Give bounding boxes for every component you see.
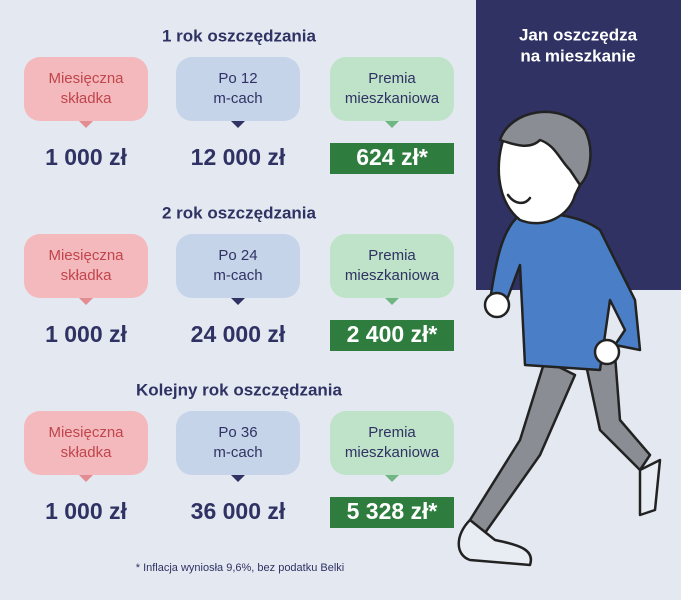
- box-label: m-cach: [213, 90, 262, 107]
- title-line: na mieszkanie: [520, 46, 635, 65]
- label-box: [176, 234, 300, 298]
- box-pointer: [385, 475, 399, 482]
- box-label: Po 12: [218, 70, 257, 87]
- box-label: Po 24: [218, 247, 257, 264]
- label-box: [176, 57, 300, 121]
- box-value: 36 000 zł: [191, 498, 286, 524]
- box-label: Miesięczna: [48, 247, 124, 264]
- value-highlight: [330, 497, 454, 528]
- runner: [457, 110, 662, 567]
- box-label: Po 36: [218, 424, 257, 441]
- box-pointer: [79, 298, 93, 305]
- box-label: składka: [61, 267, 113, 284]
- box-value: 1 000 zł: [45, 144, 127, 170]
- label-box: [24, 234, 148, 298]
- label-box: [330, 234, 454, 298]
- box-pointer: [231, 121, 245, 128]
- box-label: Premia: [368, 247, 416, 264]
- box-label: składka: [61, 90, 113, 107]
- box-label: m-cach: [213, 267, 262, 284]
- box-pointer: [231, 298, 245, 305]
- box-label: Premia: [368, 70, 416, 87]
- box-label: mieszkaniowa: [345, 267, 440, 284]
- box-pointer: [385, 121, 399, 128]
- box-value: 24 000 zł: [191, 321, 286, 347]
- value-highlight: [330, 143, 454, 174]
- box-value: 12 000 zł: [191, 144, 286, 170]
- box-value: 5 328 zł*: [347, 498, 438, 524]
- footnote: * Inflacja wyniosła 9,6%, bez podatku Be…: [136, 562, 345, 574]
- box-value: 2 400 zł*: [347, 321, 438, 347]
- label-box: [24, 411, 148, 475]
- box-pointer: [79, 475, 93, 482]
- box-label: mieszkaniowa: [345, 90, 440, 107]
- label-box: [176, 411, 300, 475]
- section-heading: 2 rok oszczędzania: [162, 203, 317, 222]
- value-highlight: [330, 320, 454, 351]
- section-heading: Kolejny rok oszczędzania: [136, 380, 342, 399]
- box-label: składka: [61, 444, 113, 461]
- box-label: Miesięczna: [48, 424, 124, 441]
- box-value: 1 000 zł: [45, 498, 127, 524]
- box-label: Miesięczna: [48, 70, 124, 87]
- box-label: Premia: [368, 424, 416, 441]
- label-box: [24, 57, 148, 121]
- box-label: mieszkaniowa: [345, 444, 440, 461]
- box-pointer: [79, 121, 93, 128]
- box-label: m-cach: [213, 444, 262, 461]
- title-line: Jan oszczędza: [519, 25, 638, 44]
- box-value: 624 zł*: [356, 144, 428, 170]
- label-box: [330, 57, 454, 121]
- box-value: 1 000 zł: [45, 321, 127, 347]
- label-box: [330, 411, 454, 475]
- box-pointer: [231, 475, 245, 482]
- box-pointer: [385, 298, 399, 305]
- section-heading: 1 rok oszczędzania: [162, 26, 317, 45]
